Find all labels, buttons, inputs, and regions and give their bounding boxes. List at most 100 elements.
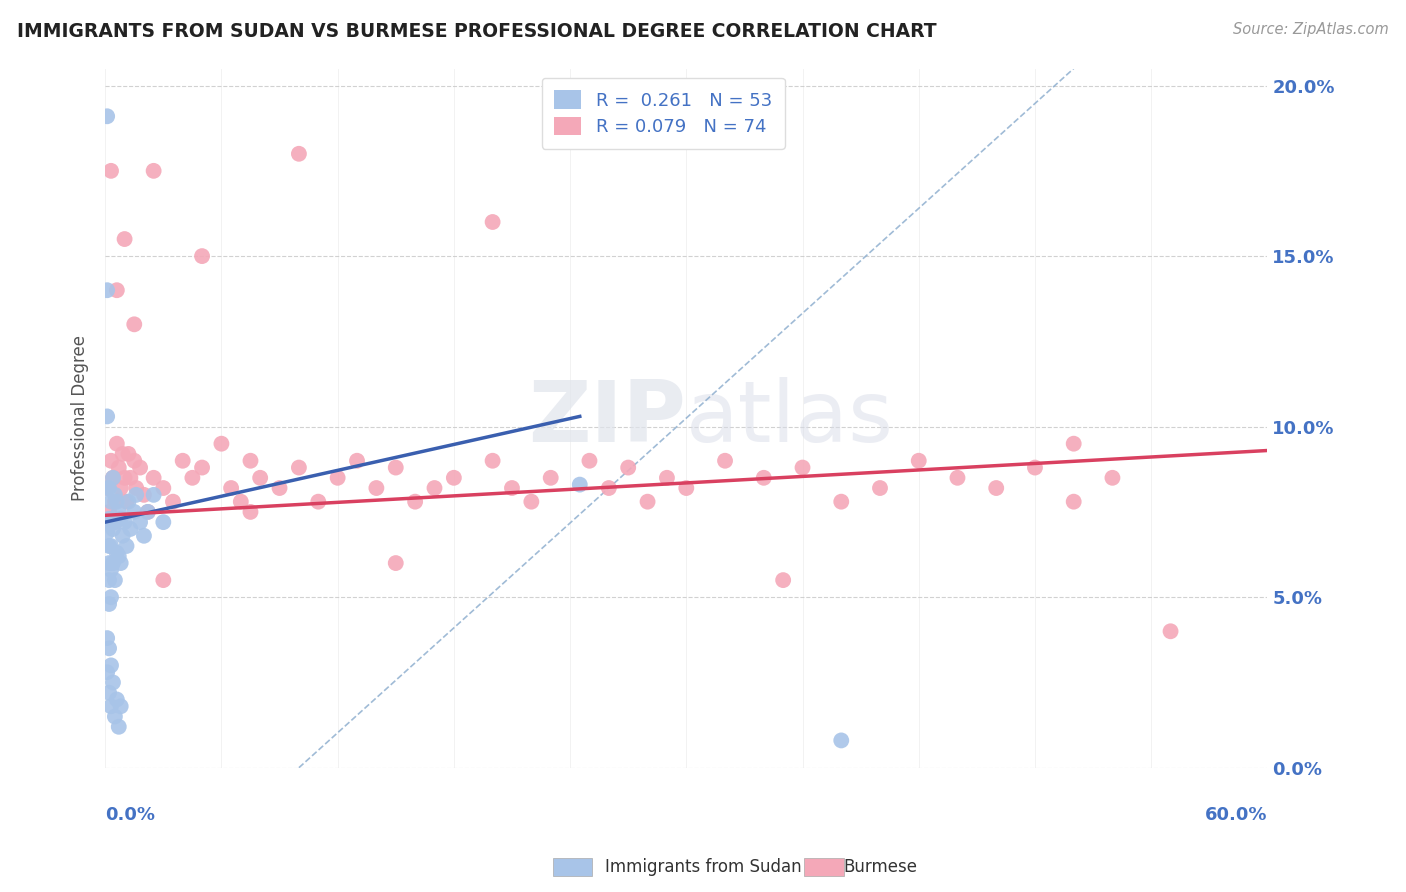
Point (129, 460, 152, 475)
Point (384, 556, 406, 570)
Point (239, 454, 262, 468)
Text: Source: ZipAtlas.com: Source: ZipAtlas.com (1233, 22, 1389, 37)
Text: atlas: atlas (686, 376, 894, 459)
Point (101, 471, 124, 485)
Point (100, 494, 122, 508)
Point (98, 556, 121, 570)
Point (104, 573, 127, 587)
Point (269, 481, 291, 495)
Point (120, 522, 142, 536)
Point (96, 631, 118, 645)
Point (675, 481, 697, 495)
Point (152, 573, 174, 587)
Point (100, 563, 122, 577)
Point (107, 549, 129, 564)
Point (101, 471, 124, 485)
Point (136, 505, 159, 519)
Point (191, 460, 214, 475)
Point (152, 515, 174, 529)
Point (423, 481, 446, 495)
Point (100, 515, 122, 529)
Point (404, 494, 426, 508)
Point (326, 471, 349, 485)
Point (98, 573, 121, 587)
Point (96, 525, 118, 540)
Point (181, 471, 204, 485)
Point (714, 454, 737, 468)
Point (100, 699, 122, 714)
Point (104, 488, 127, 502)
Point (98, 505, 121, 519)
Point (172, 454, 194, 468)
Point (946, 471, 969, 485)
Point (105, 494, 128, 508)
Point (125, 488, 148, 502)
Point (120, 471, 142, 485)
Point (869, 481, 891, 495)
Point (115, 539, 138, 553)
Point (96, 109, 118, 123)
Point (162, 494, 184, 508)
Point (110, 556, 132, 570)
Point (96, 665, 118, 680)
Point (209, 436, 232, 450)
Legend: R =  0.261   N = 53, R = 0.079   N = 74: R = 0.261 N = 53, R = 0.079 N = 74 (541, 78, 785, 149)
Point (142, 164, 165, 178)
Point (114, 232, 136, 246)
Point (152, 481, 174, 495)
Point (105, 692, 128, 706)
Point (117, 494, 139, 508)
Text: IMMIGRANTS FROM SUDAN VS BURMESE PROFESSIONAL DEGREE CORRELATION CHART: IMMIGRANTS FROM SUDAN VS BURMESE PROFESS… (17, 22, 936, 41)
Point (98, 641, 121, 656)
Point (346, 454, 368, 468)
Point (655, 471, 678, 485)
Point (105, 546, 128, 560)
Point (101, 522, 124, 536)
Point (107, 505, 129, 519)
Point (132, 488, 155, 502)
Point (98, 686, 121, 700)
Point (111, 447, 134, 461)
Text: Immigrants from Sudan: Immigrants from Sudan (605, 858, 801, 876)
Point (142, 471, 165, 485)
Point (122, 454, 145, 468)
Point (100, 454, 122, 468)
Point (96, 481, 118, 495)
Point (110, 699, 132, 714)
Point (249, 471, 271, 485)
Point (111, 529, 134, 543)
Point (830, 733, 852, 747)
Point (101, 675, 124, 690)
Point (907, 454, 929, 468)
Point (117, 447, 139, 461)
Point (114, 471, 136, 485)
Y-axis label: Professional Degree: Professional Degree (72, 335, 89, 501)
Point (101, 556, 124, 570)
Point (115, 494, 138, 508)
Point (986, 481, 1008, 495)
Point (105, 436, 128, 450)
Point (114, 515, 136, 529)
Point (122, 318, 145, 332)
Point (129, 515, 152, 529)
Point (107, 460, 129, 475)
Text: Burmese: Burmese (844, 858, 918, 876)
Point (96, 481, 118, 495)
Point (132, 529, 155, 543)
Point (110, 512, 132, 526)
Point (1024, 460, 1046, 475)
Point (104, 494, 127, 508)
Point (98, 481, 121, 495)
Point (1063, 436, 1085, 450)
Point (142, 488, 165, 502)
Point (219, 481, 242, 495)
Point (1063, 494, 1085, 508)
Point (540, 471, 562, 485)
Point (229, 494, 252, 508)
Point (104, 709, 127, 723)
Point (830, 494, 852, 508)
Text: 0.0%: 0.0% (105, 806, 155, 824)
Point (104, 515, 127, 529)
Point (96, 409, 118, 424)
Point (792, 460, 814, 475)
